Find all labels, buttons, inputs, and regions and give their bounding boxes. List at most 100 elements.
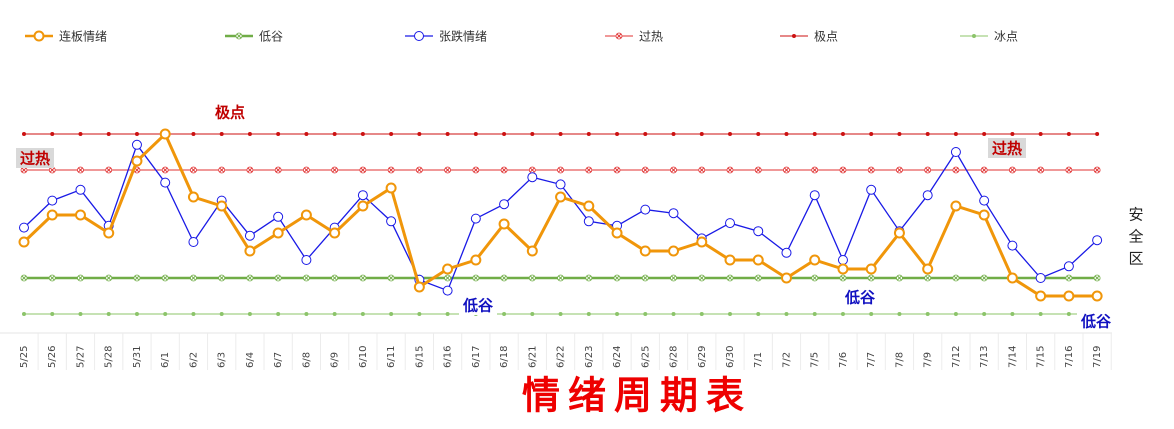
point [1065, 166, 1073, 174]
point [1007, 240, 1018, 251]
point [530, 312, 535, 316]
point [332, 132, 337, 136]
point [191, 312, 196, 316]
point [586, 132, 591, 136]
point-cross [812, 167, 818, 173]
point [671, 312, 676, 316]
point [50, 312, 55, 316]
point [191, 132, 196, 136]
point [219, 312, 224, 316]
x-tick-label: 6/1 [160, 352, 171, 368]
annotation-bg [16, 148, 54, 168]
point [105, 274, 113, 282]
point [784, 132, 789, 136]
point [784, 312, 789, 316]
point [276, 132, 281, 136]
point-cross [670, 275, 677, 281]
point [387, 274, 395, 282]
legend-label: 冰点 [994, 30, 1018, 44]
x-tick-label: 6/23 [584, 346, 595, 368]
point [386, 216, 397, 227]
point [78, 132, 83, 136]
x-tick-label: 7/19 [1092, 346, 1103, 368]
x-tick-label: 5/27 [75, 346, 86, 368]
point [699, 312, 704, 316]
point-cross [925, 167, 931, 173]
x-tick-label: 7/12 [951, 346, 962, 368]
point [978, 209, 990, 221]
x-tick-label: 6/16 [443, 346, 454, 368]
legend-marker-cross [236, 33, 242, 39]
point [812, 132, 817, 136]
point [613, 166, 621, 174]
point [865, 263, 877, 275]
point [470, 254, 482, 266]
point [360, 312, 365, 316]
point [161, 166, 169, 174]
point [896, 166, 903, 174]
point [527, 172, 538, 183]
point-cross [49, 275, 55, 281]
point [925, 312, 930, 316]
legend-marker [972, 34, 976, 38]
point [893, 227, 905, 239]
annotation-bg [988, 138, 1026, 158]
point-cross [360, 275, 366, 281]
point [558, 312, 563, 316]
point [302, 274, 310, 282]
point [389, 312, 394, 316]
point-cross [981, 167, 987, 173]
point [131, 155, 143, 167]
point [22, 312, 26, 316]
point [952, 166, 960, 174]
point-cross [840, 167, 846, 173]
point [74, 209, 86, 221]
point [641, 166, 649, 174]
legend-label: 低谷 [259, 30, 283, 44]
x-tick-label: 7/8 [894, 352, 905, 368]
point [783, 166, 790, 174]
point [924, 274, 932, 282]
point [1091, 290, 1103, 302]
point [869, 132, 874, 136]
point [413, 281, 425, 293]
point-cross [473, 167, 479, 173]
point [78, 312, 83, 316]
point [840, 132, 845, 136]
point [615, 312, 620, 316]
chart-title: 情绪周期表 [522, 374, 752, 418]
point [698, 274, 706, 282]
point [867, 274, 875, 282]
point [163, 312, 168, 316]
point [498, 218, 510, 230]
annotation-bg [459, 295, 497, 315]
point-cross [614, 167, 620, 173]
x-tick-label: 6/3 [217, 352, 228, 368]
point [869, 312, 874, 316]
point [586, 312, 591, 316]
point [106, 132, 111, 136]
point [19, 222, 29, 233]
point [1066, 132, 1071, 136]
legend-marker-cross [616, 33, 622, 39]
point [979, 195, 990, 206]
point [725, 218, 735, 229]
point [840, 312, 845, 316]
point [897, 132, 902, 136]
point [387, 166, 395, 174]
point [1038, 312, 1043, 316]
point [980, 274, 988, 282]
point-cross [1094, 275, 1100, 281]
point [1092, 235, 1103, 246]
point [671, 132, 676, 136]
x-tick-label: 6/28 [669, 346, 680, 368]
point-cross [642, 167, 648, 173]
point-cross [190, 167, 196, 173]
series-line [22, 131, 1098, 298]
point [950, 147, 961, 157]
point-cross [360, 167, 366, 173]
x-tick-label: 6/21 [527, 346, 538, 368]
point [1006, 272, 1018, 284]
point [444, 274, 452, 282]
point [1093, 166, 1101, 174]
